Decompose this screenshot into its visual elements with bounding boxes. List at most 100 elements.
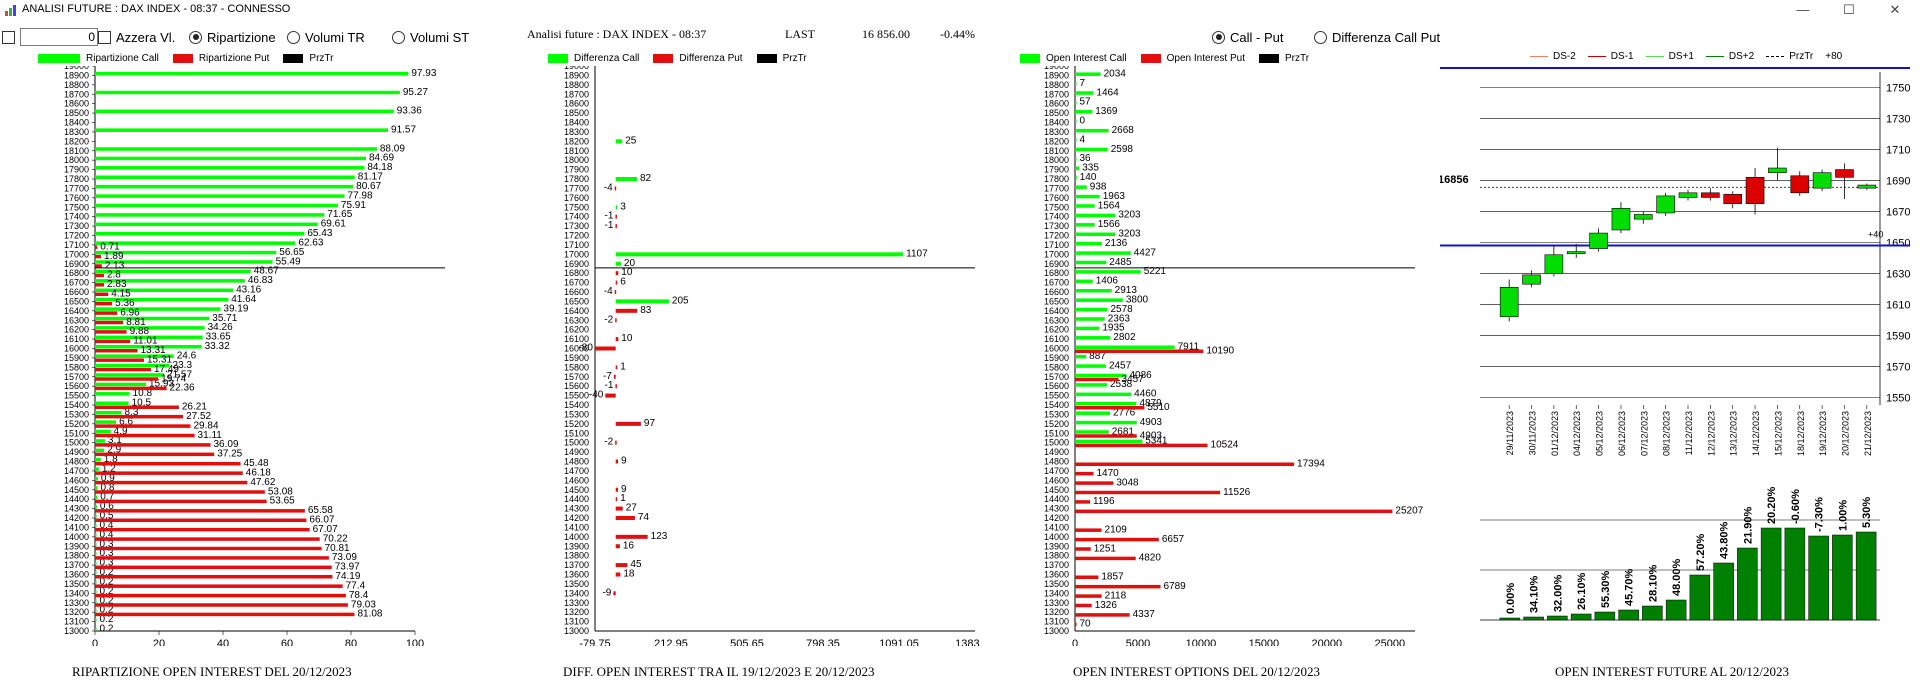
- y-tick-label: 16900: [64, 259, 89, 269]
- date-label: 05/12/2023: [1595, 411, 1605, 456]
- last-label: LAST: [785, 27, 815, 41]
- bar-call: [95, 260, 273, 264]
- bar-value-label: 205: [672, 295, 689, 306]
- bar-put: [95, 452, 215, 457]
- minimize-button[interactable]: —: [1796, 2, 1810, 17]
- oi-bar: [1618, 609, 1639, 621]
- bar-value-label: 0.2: [100, 586, 114, 597]
- bar-call: [95, 307, 221, 311]
- value-input[interactable]: [20, 28, 98, 46]
- bar-call: [1075, 147, 1108, 152]
- bar-call: [95, 175, 355, 179]
- y-tick-label: 18700: [564, 89, 589, 99]
- y-tick-label: 16500: [1886, 237, 1910, 249]
- x-tick-label: 10000: [1186, 638, 1217, 646]
- bar-put: [95, 556, 329, 560]
- y-tick-label: 18400: [564, 118, 589, 128]
- volumi-st-option[interactable]: Volumi ST: [392, 27, 469, 47]
- y-tick-label: 18200: [1044, 136, 1069, 146]
- footer-chart2: DIFF. OPEN INTEREST TRA IL 19/12/2023 E …: [563, 664, 875, 679]
- bar-put: [615, 506, 623, 511]
- volumi-st-radio[interactable]: [392, 30, 405, 44]
- candle-body: [1768, 167, 1787, 173]
- bar-value-label: 3: [620, 201, 626, 212]
- bar-value-label: 1369: [1095, 106, 1118, 117]
- bar-value-label: 11.01: [133, 336, 158, 347]
- bar-call: [1075, 354, 1087, 359]
- y-tick-label: 18200: [64, 136, 89, 146]
- y-tick-label: 15000: [564, 438, 589, 448]
- bar-value-label: 25207: [1395, 506, 1423, 517]
- maximize-button[interactable]: ☐: [1843, 2, 1855, 17]
- volumi-tr-radio[interactable]: [287, 30, 300, 44]
- volumi-tr-option[interactable]: Volumi TR: [287, 27, 365, 47]
- diff-call-put-radio[interactable]: [1314, 30, 1327, 44]
- y-tick-label: 13700: [64, 560, 89, 570]
- diff-call-put-option[interactable]: Differenza Call Put: [1314, 27, 1440, 47]
- y-tick-label: 13700: [1044, 560, 1069, 570]
- bar-put: [1075, 500, 1091, 504]
- bar-put: [615, 214, 617, 219]
- y-tick-label: 17500: [564, 202, 589, 212]
- title-bar: ANALISI FUTURE : DAX INDEX - 08:37 - CON…: [0, 0, 1920, 20]
- legend-chart4: DS-2 DS-1 DS+1 DS+2 PrzTr +80: [1530, 51, 1854, 62]
- bar-value-label: 95.27: [403, 87, 428, 98]
- y-tick-label: 18000: [64, 155, 89, 165]
- y-tick-label: 15600: [564, 381, 589, 391]
- bar-value-label: 15.93: [149, 379, 174, 390]
- value-checkbox[interactable]: [2, 30, 15, 44]
- bar-put: [95, 320, 124, 325]
- bar-call: [1075, 213, 1116, 218]
- azzera-option[interactable]: Azzera Vl.: [98, 27, 175, 47]
- legend-label: Ripartizione Put: [198, 52, 270, 64]
- bar-put: [95, 264, 102, 268]
- close-button[interactable]: ✕: [1889, 2, 1901, 17]
- bar-call: [95, 326, 205, 330]
- call-put-radio[interactable]: [1212, 30, 1225, 44]
- y-tick-label: 17100: [64, 240, 89, 250]
- azzera-checkbox[interactable]: [98, 30, 111, 44]
- bar-call: [95, 382, 146, 387]
- legend-chart2: Differenza Call Differenza Put PrzTr: [548, 52, 821, 64]
- bar-put: [1075, 509, 1393, 514]
- bar-value-label: 22.36: [170, 383, 195, 394]
- y-tick-label: 15800: [564, 362, 589, 372]
- ripartizione-option[interactable]: Ripartizione: [189, 27, 276, 47]
- bar-value-label: 4460: [1134, 389, 1157, 400]
- y-tick-label: 18800: [564, 80, 589, 90]
- y-tick-label: 16100: [64, 334, 89, 344]
- ripartizione-radio[interactable]: [189, 30, 202, 44]
- y-tick-label: 17700: [1044, 183, 1069, 193]
- bar-call: [95, 599, 97, 603]
- y-tick-label: 17700: [564, 183, 589, 193]
- y-tick-label: 14600: [64, 475, 89, 485]
- y-tick-label: 16000: [1044, 344, 1069, 354]
- y-tick-label: 16700: [64, 278, 89, 288]
- y-tick-label: 15600: [1044, 381, 1069, 391]
- bar-put: [95, 443, 211, 447]
- y-tick-label: 13200: [1044, 607, 1069, 617]
- bar-call: [1075, 128, 1109, 133]
- bar-put: [95, 349, 138, 353]
- legend-label: DS+2: [1728, 51, 1755, 62]
- footer-chart1: RIPARTIZIONE OPEN INTEREST DEL 20/12/202…: [72, 664, 352, 679]
- x-tick-label: 25000: [1375, 638, 1406, 646]
- y-tick-label: 16400: [64, 306, 89, 316]
- y-tick-label: 15200: [64, 419, 89, 429]
- bar-value-label: 2598: [1111, 144, 1134, 155]
- future-candlestick-chart: 17500 17300 17100 16900 16700 16500 16300 16100…: [1440, 67, 1910, 456]
- y-tick-label: 15300: [564, 409, 589, 419]
- x-tick-label: 0: [1072, 638, 1078, 646]
- oi-bar: [1832, 534, 1853, 621]
- y-tick-label: 17600: [564, 193, 589, 203]
- call-put-option[interactable]: Call - Put: [1212, 27, 1283, 47]
- bar-put: [1075, 528, 1102, 532]
- y-tick-label: 14800: [1044, 457, 1069, 467]
- bar-value-label: 4903: [1140, 417, 1163, 428]
- ripartizione-chart: 1900018900188001870018600185001840018300…: [64, 66, 445, 646]
- bar-call: [95, 184, 354, 189]
- legend-swatch-prztr: [283, 53, 304, 63]
- candle-body: [1835, 169, 1854, 178]
- bar-value-label: 23.3: [173, 360, 193, 371]
- legend-label: Open Interest Call: [1046, 52, 1127, 64]
